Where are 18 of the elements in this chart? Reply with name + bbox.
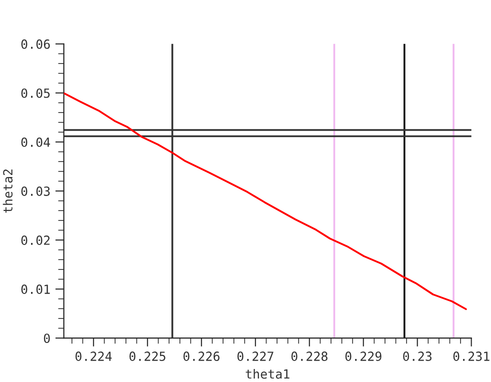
y-tick-label: 0 bbox=[44, 334, 50, 344]
x-tick-label: 0.231 bbox=[453, 352, 490, 362]
x-tick-label: 0.227 bbox=[237, 352, 274, 362]
y-tick-label: 0.04 bbox=[21, 137, 50, 147]
x-tick-label: 0.228 bbox=[291, 352, 328, 362]
y-tick-label: 0.03 bbox=[21, 186, 50, 196]
y-tick-label: 0.05 bbox=[21, 88, 50, 98]
x-tick-label: 0.229 bbox=[345, 352, 382, 362]
x-tick-label: 0.225 bbox=[129, 352, 166, 362]
y-tick-label: 0.02 bbox=[21, 236, 50, 245]
x-tick-label: 0.226 bbox=[183, 352, 220, 362]
y-tick-label: 0.06 bbox=[21, 39, 50, 49]
line-series bbox=[64, 92, 467, 310]
x-tick-label: 0.23 bbox=[403, 352, 432, 362]
x-axis-title: theta1 bbox=[246, 369, 290, 379]
y-axis-title: theta2 bbox=[2, 169, 13, 213]
y-tick-label: 0.01 bbox=[21, 284, 50, 294]
x-tick-label: 0.224 bbox=[76, 352, 112, 362]
